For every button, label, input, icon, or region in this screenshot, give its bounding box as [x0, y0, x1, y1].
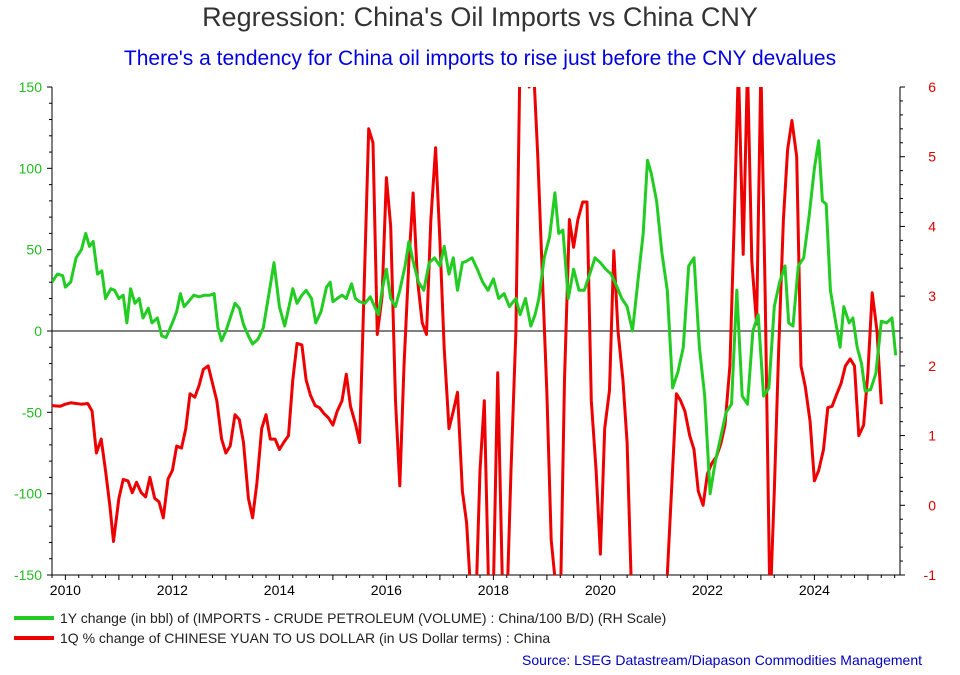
- left-tick-label: -50: [22, 404, 42, 420]
- oil-imports-line: [52, 139, 898, 496]
- right-tick-label: 2: [928, 358, 936, 374]
- legend-swatch-green: [14, 616, 54, 620]
- chart-plot: 150 100 50 0 -50 -100 -150 6 5 4 3 2 1 0 -1 2010 2012 201…: [14, 79, 936, 598]
- right-tick-label: 1: [928, 428, 936, 444]
- source-note: Source: LSEG Datastream/Diapason Commodi…: [522, 652, 922, 668]
- legend: 1Y change (in bbl) of (IMPORTS - CRUDE P…: [14, 608, 666, 648]
- x-tick-label: 2024: [799, 582, 830, 598]
- left-tick-label: 150: [19, 79, 43, 95]
- legend-label-cny: 1Q % change of CHINESE YUAN TO US DOLLAR…: [60, 630, 551, 646]
- x-tick-label: 2014: [264, 582, 295, 598]
- x-tick-label: 2010: [50, 582, 81, 598]
- x-tick-label: 2020: [585, 582, 616, 598]
- chart-title: Regression: China's Oil Imports vs China…: [202, 2, 758, 32]
- left-tick-label: 50: [26, 242, 42, 258]
- left-tick-label: 100: [19, 160, 43, 176]
- x-tick-label: 2022: [692, 582, 723, 598]
- chart-subtitle: There's a tendency for China oil imports…: [123, 47, 837, 70]
- axes: 150 100 50 0 -50 -100 -150 6 5 4 3 2 1 0 -1 2010 2012 201…: [14, 79, 936, 598]
- x-tick-label: 2018: [478, 582, 509, 598]
- left-tick-label: -150: [14, 567, 42, 583]
- series-layer: [52, 87, 898, 575]
- legend-item-imports: 1Y change (in bbl) of (IMPORTS - CRUDE P…: [14, 608, 666, 628]
- right-tick-label: 0: [928, 497, 936, 513]
- x-tick-label: 2012: [157, 582, 188, 598]
- left-tick-label: -100: [14, 486, 42, 502]
- legend-label-imports: 1Y change (in bbl) of (IMPORTS - CRUDE P…: [60, 610, 667, 626]
- right-tick-label: 3: [928, 288, 936, 304]
- right-tick-label: 4: [928, 218, 936, 234]
- x-tick-label: 2016: [371, 582, 402, 598]
- legend-swatch-red: [14, 636, 54, 640]
- right-tick-label: 6: [928, 79, 936, 95]
- legend-item-cny: 1Q % change of CHINESE YUAN TO US DOLLAR…: [14, 628, 666, 648]
- left-tick-label: 0: [34, 323, 42, 339]
- cny-change-line: [52, 87, 883, 575]
- right-tick-label: -1: [924, 567, 937, 583]
- right-tick-label: 5: [928, 149, 936, 165]
